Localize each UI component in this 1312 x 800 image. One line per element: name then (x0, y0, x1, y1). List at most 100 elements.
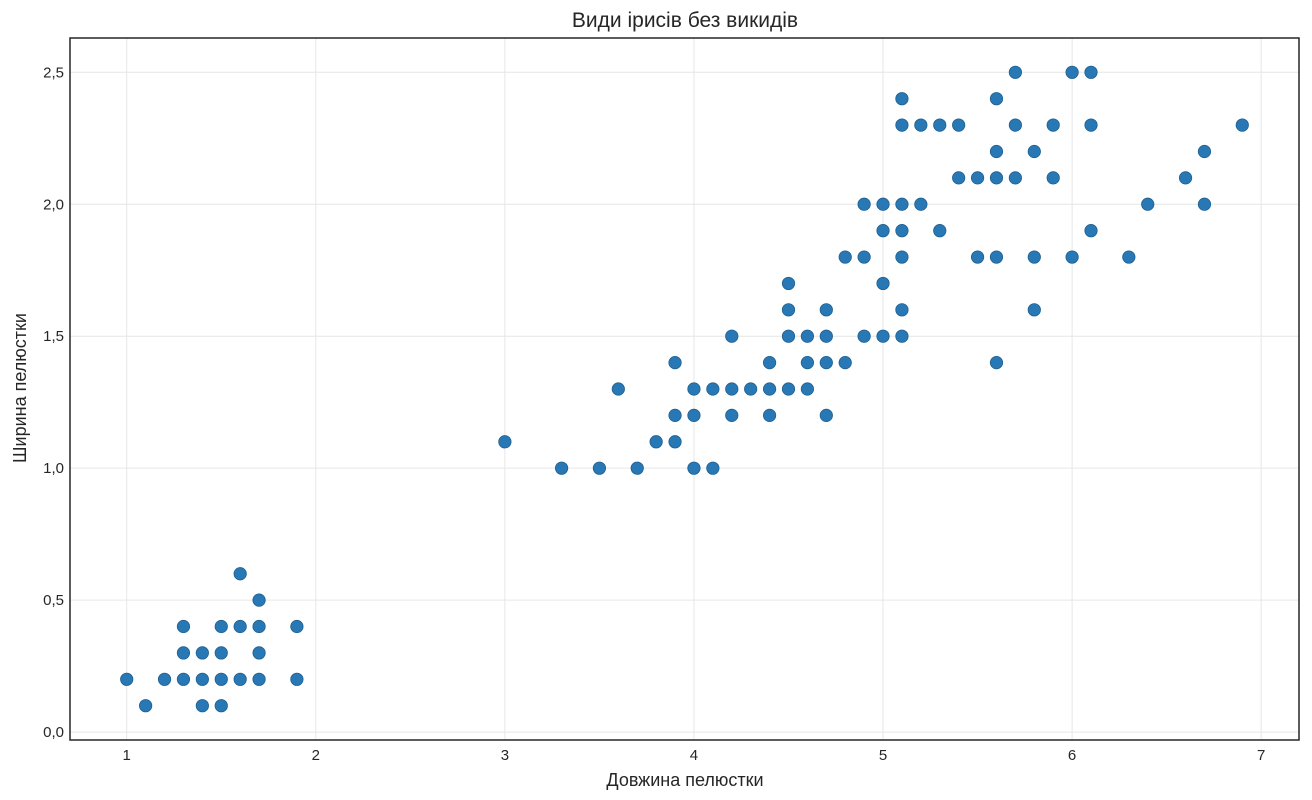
data-point (857, 197, 871, 211)
data-point (876, 197, 890, 211)
data-point (762, 356, 777, 370)
data-point (1008, 171, 1022, 185)
x-tick-labels: 1 2 3 4 5 6 7 (123, 747, 1266, 764)
data-point (914, 197, 928, 211)
data-point (895, 250, 909, 264)
x-tick-label: 2 (312, 747, 320, 764)
data-point (668, 435, 682, 449)
plot-frame (69, 37, 1300, 741)
data-point (989, 92, 1004, 106)
data-point (989, 171, 1004, 185)
y-tick-label: 1,0 (43, 460, 64, 477)
data-point (214, 646, 228, 660)
data-point (725, 408, 739, 422)
data-point (952, 118, 966, 132)
data-point (952, 171, 966, 185)
data-point (687, 382, 701, 396)
data-point (857, 329, 871, 343)
data-point (725, 382, 739, 396)
data-point (895, 329, 909, 343)
data-point (1197, 197, 1212, 211)
data-point (630, 461, 644, 475)
y-tick-label: 2,0 (43, 196, 64, 213)
data-point (781, 329, 796, 343)
data-point (687, 461, 701, 475)
x-axis-label: Довжина пелюстки (606, 770, 763, 790)
data-point (1027, 303, 1041, 317)
y-tick-label: 0,0 (43, 724, 64, 741)
data-point (895, 118, 909, 132)
data-point (233, 567, 247, 581)
data-point (857, 250, 871, 264)
data-point (1046, 118, 1060, 132)
data-point (176, 672, 191, 686)
data-point (989, 144, 1004, 159)
x-tick-label: 6 (1068, 747, 1076, 764)
data-point (252, 672, 266, 686)
y-tick-label: 2,5 (43, 64, 64, 81)
data-point (195, 672, 209, 686)
grid (70, 38, 1299, 740)
data-point (214, 672, 228, 686)
y-tick-label: 1,5 (43, 328, 64, 345)
data-point (933, 118, 947, 132)
data-point (1197, 144, 1212, 159)
data-point (668, 408, 682, 422)
y-tick-labels: 0,0 0,5 1,0 1,5 2,0 2,5 (43, 64, 64, 741)
data-point (252, 646, 266, 660)
data-point (914, 118, 928, 132)
x-tick-label: 5 (879, 747, 887, 764)
x-tick-label: 7 (1257, 747, 1265, 764)
data-point (176, 619, 191, 634)
chart-title: Види ірисів без викидів (572, 9, 798, 32)
data-point (762, 408, 777, 422)
data-point (970, 250, 985, 264)
data-point (725, 329, 739, 343)
data-point (989, 250, 1004, 264)
data-point (800, 329, 815, 343)
data-point (895, 303, 909, 317)
data-point (800, 382, 815, 396)
data-point (1084, 118, 1098, 132)
data-point (649, 435, 663, 449)
data-point (876, 224, 890, 238)
x-tick-label: 3 (501, 747, 509, 764)
data-point (195, 646, 209, 660)
data-point (1141, 197, 1155, 211)
data-point (1065, 65, 1079, 79)
data-point (157, 672, 172, 686)
data-point (233, 619, 247, 634)
data-point (1008, 65, 1022, 79)
x-tick-label: 4 (690, 747, 698, 764)
data-point (1235, 118, 1249, 132)
data-point (895, 92, 909, 106)
data-point (290, 619, 304, 634)
data-point (744, 382, 758, 396)
data-point (1008, 118, 1022, 132)
data-point (1178, 171, 1193, 185)
data-point (989, 356, 1004, 370)
data-point (781, 382, 796, 396)
data-point (498, 435, 512, 449)
data-points (120, 65, 1249, 713)
data-point (762, 382, 777, 396)
data-point (933, 224, 947, 238)
y-axis-label: Ширина пелюстки (10, 313, 30, 463)
data-point (1122, 250, 1136, 264)
data-point (1084, 224, 1098, 238)
data-point (214, 619, 228, 634)
data-point (819, 303, 833, 317)
data-point (176, 646, 191, 660)
data-point (1084, 65, 1098, 79)
data-point (838, 250, 852, 264)
data-point (290, 672, 304, 686)
data-point (668, 356, 682, 370)
data-point (195, 699, 209, 713)
data-point (1065, 250, 1079, 264)
data-point (139, 699, 153, 713)
data-point (838, 356, 852, 370)
data-point (819, 329, 833, 343)
data-point (554, 461, 569, 475)
data-point (800, 356, 815, 370)
